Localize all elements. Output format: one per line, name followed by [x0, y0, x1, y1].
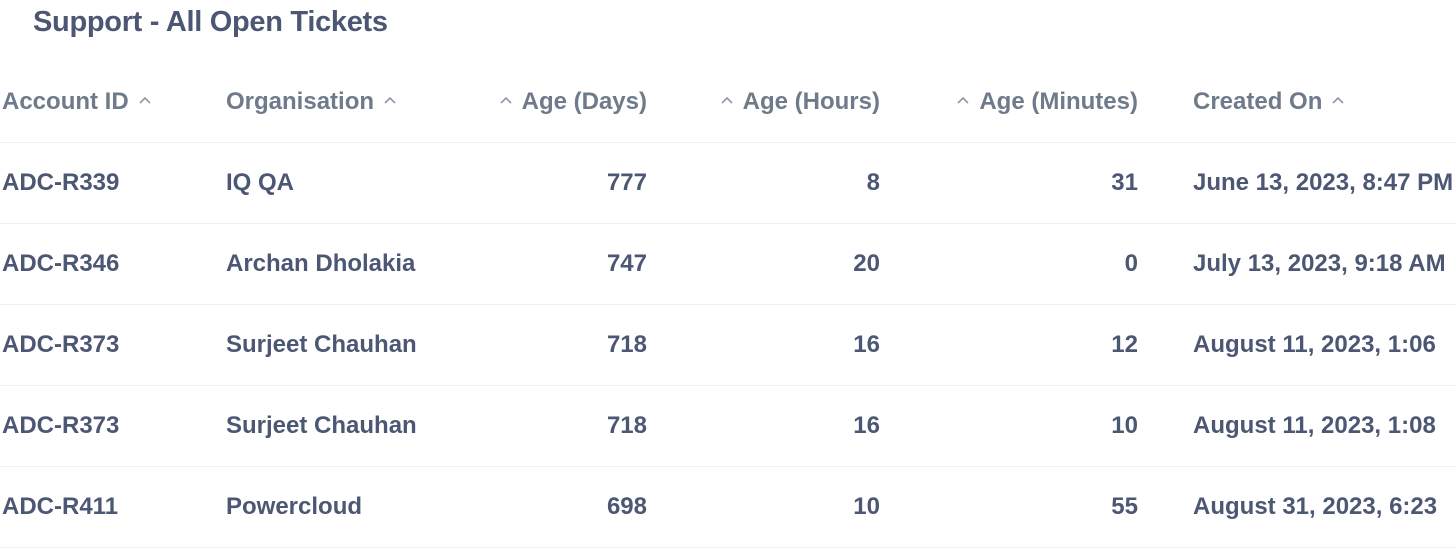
chevron-up-icon[interactable]	[719, 92, 735, 108]
cell-age-minutes: 0	[1124, 250, 1138, 277]
cell-age-hours: 16	[853, 412, 880, 439]
chevron-up-icon[interactable]	[498, 92, 514, 108]
column-header-age-hours[interactable]: Age (Hours)	[680, 62, 880, 142]
cell-age-hours: 16	[853, 331, 880, 358]
column-header-label: Age (Hours)	[742, 88, 880, 115]
cell-account-id[interactable]: ADC-R373	[2, 412, 120, 439]
open-tickets-table: Account ID Organisation Age (Days) Age (…	[0, 62, 1456, 548]
cell-organisation[interactable]: Archan Dholakia	[226, 250, 416, 277]
cell-age-hours: 20	[853, 250, 880, 277]
column-header-label: Age (Minutes)	[979, 88, 1138, 115]
column-header-age-days[interactable]: Age (Days)	[460, 62, 647, 142]
table-header-row: Account ID Organisation Age (Days) Age (…	[0, 62, 1456, 143]
column-header-label: Organisation	[226, 88, 375, 115]
chevron-up-icon[interactable]	[955, 92, 971, 108]
cell-organisation[interactable]: IQ QA	[226, 169, 295, 196]
table-row[interactable]: ADC-R346 Archan Dholakia 747 20 0 July 1…	[0, 224, 1456, 305]
cell-age-minutes: 31	[1111, 169, 1138, 196]
column-header-label: Created On	[1193, 88, 1323, 115]
cell-created-on: August 31, 2023, 6:23	[1193, 493, 1438, 520]
column-header-created-on[interactable]: Created On	[1193, 62, 1456, 142]
table-row[interactable]: ADC-R373 Surjeet Chauhan 718 16 12 Augus…	[0, 305, 1456, 386]
cell-created-on: August 11, 2023, 1:08	[1193, 412, 1436, 439]
cell-age-days: 698	[606, 493, 647, 520]
column-header-age-minutes[interactable]: Age (Minutes)	[900, 62, 1138, 142]
cell-age-minutes: 55	[1111, 493, 1138, 520]
cell-organisation[interactable]: Surjeet Chauhan	[226, 412, 417, 439]
cell-created-on: August 11, 2023, 1:06	[1193, 331, 1436, 358]
table-row[interactable]: ADC-R339 IQ QA 777 8 31 June 13, 2023, 8…	[0, 143, 1456, 224]
cell-age-hours: 8	[866, 169, 880, 196]
cell-account-id[interactable]: ADC-R339	[2, 169, 120, 196]
column-header-label: Account ID	[2, 88, 129, 115]
cell-organisation[interactable]: Surjeet Chauhan	[226, 331, 417, 358]
cell-account-id[interactable]: ADC-R411	[2, 493, 119, 520]
cell-account-id[interactable]: ADC-R346	[2, 250, 120, 277]
cell-age-days: 718	[606, 412, 647, 439]
cell-created-on: July 13, 2023, 9:18 AM	[1193, 250, 1446, 277]
cell-age-minutes: 12	[1111, 331, 1138, 358]
cell-age-hours: 10	[853, 493, 880, 520]
chevron-up-icon[interactable]	[137, 92, 153, 108]
table-row[interactable]: ADC-R373 Surjeet Chauhan 718 16 10 Augus…	[0, 386, 1456, 467]
cell-created-on: June 13, 2023, 8:47 PM	[1193, 169, 1454, 196]
page-title: Support - All Open Tickets	[33, 6, 388, 38]
column-header-organisation[interactable]: Organisation	[226, 62, 476, 142]
cell-age-days: 718	[606, 331, 647, 358]
table-row[interactable]: ADC-R411 Powercloud 698 10 55 August 31,…	[0, 467, 1456, 548]
cell-age-days: 777	[606, 169, 647, 196]
cell-age-minutes: 10	[1111, 412, 1138, 439]
cell-account-id[interactable]: ADC-R373	[2, 331, 120, 358]
column-header-account-id[interactable]: Account ID	[2, 62, 217, 142]
column-header-label: Age (Days)	[521, 88, 647, 115]
cell-age-days: 747	[606, 250, 647, 277]
chevron-up-icon[interactable]	[1330, 92, 1346, 108]
cell-organisation[interactable]: Powercloud	[226, 493, 363, 520]
chevron-up-icon[interactable]	[382, 92, 398, 108]
